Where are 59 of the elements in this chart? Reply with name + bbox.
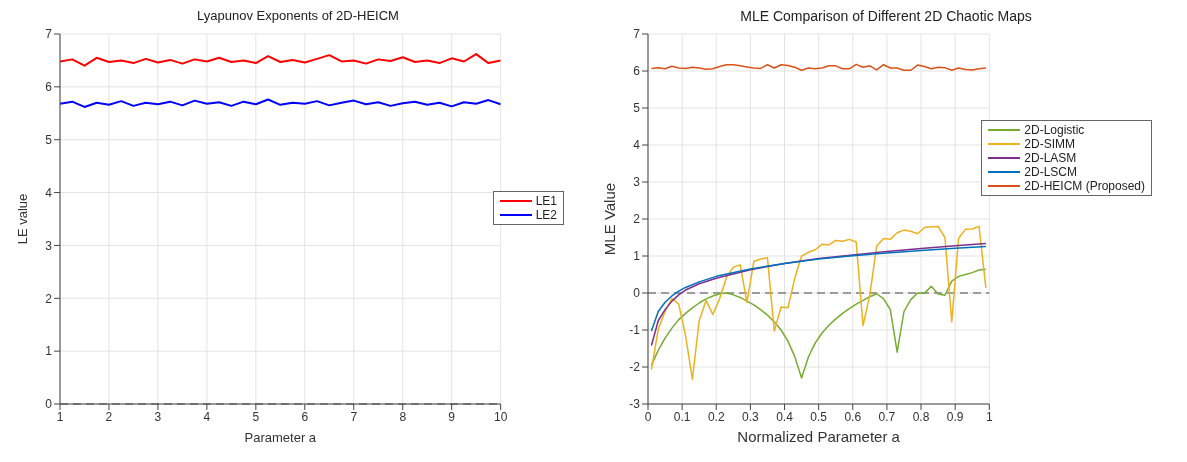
y-tick-label: 6 bbox=[45, 80, 53, 95]
chart-title: Lyapunov Exponents of 2D-HEICM bbox=[196, 8, 400, 25]
y-tick-label: -1 bbox=[629, 323, 641, 338]
y-tick-label: -3 bbox=[629, 397, 641, 412]
y-tick-label: 3 bbox=[45, 238, 53, 253]
legend-label: LE1 bbox=[535, 194, 557, 208]
legend-label: 2D-LSCM bbox=[1024, 165, 1077, 179]
x-tick-label: 0 bbox=[644, 409, 652, 424]
x-tick-label: 8 bbox=[399, 409, 407, 424]
chart-title: MLE Comparison of Different 2D Chaotic Maps bbox=[739, 8, 1033, 26]
y-tick-label: 0 bbox=[45, 397, 53, 412]
legend-label: 2D-LASM bbox=[1024, 151, 1077, 165]
x-tick-label: 0.3 bbox=[742, 409, 760, 424]
line-series bbox=[650, 245, 987, 332]
x-tick-label: 0.6 bbox=[844, 409, 862, 424]
x-tick-label: 6 bbox=[301, 409, 309, 424]
line-series bbox=[650, 225, 987, 380]
x-tick-label: 10 bbox=[493, 409, 508, 424]
y-axis-title: LE value bbox=[14, 193, 30, 245]
x-tick-label: 7 bbox=[350, 409, 358, 424]
y-tick-label: 6 bbox=[633, 64, 641, 79]
y-tick-label: 4 bbox=[45, 185, 53, 200]
y-tick-label: 1 bbox=[633, 249, 641, 264]
line-series bbox=[650, 268, 987, 379]
y-tick-label: -2 bbox=[629, 360, 641, 375]
x-tick-label: 0.2 bbox=[707, 409, 725, 424]
x-tick-label: 2 bbox=[105, 409, 113, 424]
x-tick-label: 0.5 bbox=[810, 409, 828, 424]
x-tick-label: 1 bbox=[985, 409, 993, 424]
x-tick-label: 3 bbox=[154, 409, 162, 424]
y-tick-label: 2 bbox=[633, 212, 641, 227]
y-tick-label: 5 bbox=[45, 132, 53, 147]
y-tick-label: 7 bbox=[633, 27, 641, 42]
legend-label: 2D-HEICM (Proposed) bbox=[1024, 179, 1145, 193]
y-tick-label: 1 bbox=[45, 344, 53, 359]
y-tick-label: 2 bbox=[45, 291, 53, 306]
x-axis-title: Parameter a bbox=[244, 430, 317, 445]
x-tick-label: 0.4 bbox=[776, 409, 794, 424]
y-tick-label: 4 bbox=[633, 138, 641, 153]
x-tick-label: 4 bbox=[203, 409, 211, 424]
y-tick-label: 7 bbox=[45, 27, 53, 42]
line-series bbox=[650, 242, 987, 347]
y-tick-label: 0 bbox=[633, 286, 641, 301]
x-axis-title: Normalized Parameter a bbox=[737, 428, 901, 445]
legend-label: LE2 bbox=[535, 208, 557, 222]
line-series bbox=[60, 98, 501, 108]
x-tick-label: 1 bbox=[56, 409, 64, 424]
x-tick-label: 9 bbox=[448, 409, 456, 424]
y-tick-label: 3 bbox=[633, 175, 641, 190]
x-tick-label: 5 bbox=[252, 409, 260, 424]
legend-label: 2D-Logistic bbox=[1024, 123, 1085, 137]
x-tick-label: 0.9 bbox=[946, 409, 964, 424]
legend-label: 2D-SIMM bbox=[1024, 137, 1075, 151]
y-axis-title: MLE Value bbox=[601, 182, 619, 256]
x-tick-label: 0.1 bbox=[673, 409, 691, 424]
y-tick-label: 5 bbox=[633, 101, 641, 116]
x-tick-label: 0.7 bbox=[878, 409, 896, 424]
x-tick-label: 0.8 bbox=[912, 409, 930, 424]
line-series bbox=[60, 53, 501, 67]
